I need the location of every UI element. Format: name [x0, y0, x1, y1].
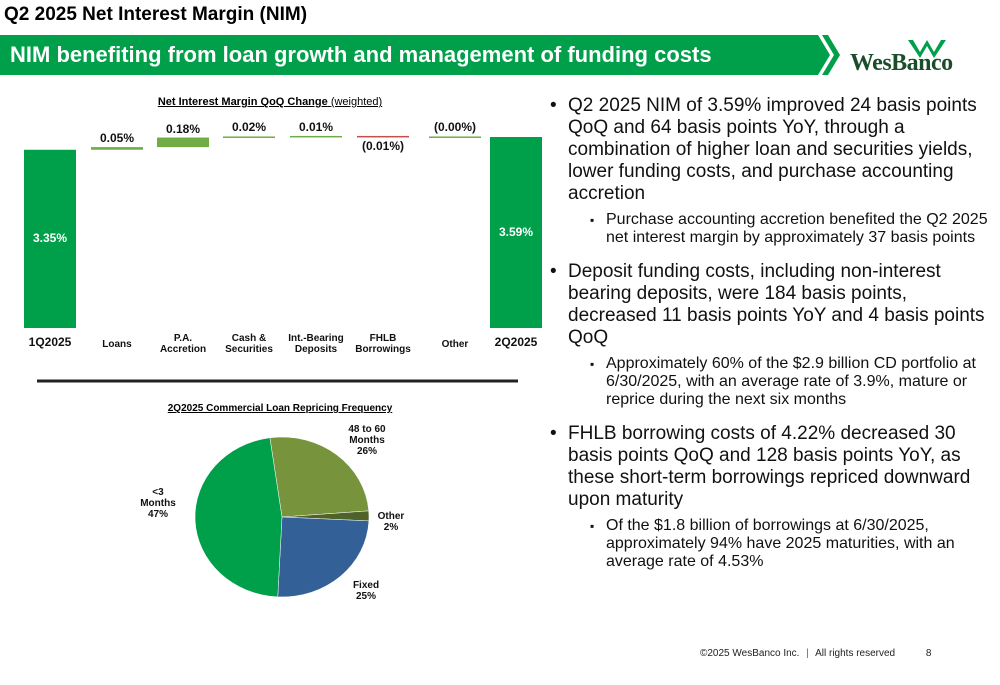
bullet: Deposit funding costs, including non-int…: [548, 261, 988, 349]
rights: All rights reserved: [815, 648, 896, 659]
slide-title: Q2 2025 Net Interest Margin (NIM): [4, 4, 308, 25]
waterfall-bar: [24, 149, 76, 328]
category-label: FHLB Borrowings: [355, 333, 411, 355]
slice-label: <3 Months 47%: [138, 487, 178, 520]
page-number: 8: [925, 648, 932, 659]
banner-bar: [0, 35, 830, 75]
slice-category: <3 Months: [140, 487, 176, 509]
waterfall-bar: [91, 147, 143, 150]
waterfall-bar: [429, 136, 481, 138]
logo-text: WesBanco: [850, 50, 953, 76]
waterfall-title: Net Interest Margin QoQ Change: [157, 96, 328, 108]
category-label: Int.-Bearing Deposits: [288, 333, 344, 355]
waterfall-title-row: Net Interest Margin QoQ Change (weighted…: [0, 96, 540, 108]
value-label: 0.01%: [298, 119, 334, 134]
sub-bullet: Purchase accounting accretion benefited …: [588, 211, 988, 247]
sub-bullet: Of the $1.8 billion of borrowings at 6/3…: [588, 517, 988, 571]
slice-category: Other: [377, 511, 405, 522]
banner-chevron: [822, 35, 840, 75]
value-label: 3.35%: [32, 230, 68, 245]
slice-value: 2%: [383, 522, 399, 533]
footer: ©2025 WesBanco Inc. | All rights reserve…: [700, 648, 931, 659]
copyright: ©2025 WesBanco Inc.: [700, 648, 800, 659]
bullet: Q2 2025 NIM of 3.59% improved 24 basis p…: [548, 95, 988, 205]
waterfall-bar: [357, 135, 409, 138]
value-label: (0.00%): [433, 120, 477, 135]
pie-slice: [269, 436, 370, 518]
category-label: Loans: [102, 339, 132, 350]
waterfall-bar: [490, 137, 542, 328]
value-label: 3.59%: [498, 224, 534, 239]
pie-slice: [194, 437, 283, 598]
slice-value: 47%: [147, 509, 168, 520]
value-label: 0.02%: [231, 120, 267, 135]
logo-mark: [908, 40, 946, 58]
sub-bullet: Approximately 60% of the $2.9 billion CD…: [588, 355, 988, 409]
pie-title: 2Q2025 Commercial Loan Repricing Frequen…: [167, 403, 393, 414]
slice-value: 26%: [356, 446, 377, 457]
category-label: P.A. Accretion: [159, 333, 207, 355]
category-label: Cash & Securities: [225, 333, 273, 355]
bullets: Q2 2025 NIM of 3.59% improved 24 basis p…: [548, 95, 988, 585]
banner-text: NIM benefiting from loan growth and mana…: [10, 42, 712, 67]
slice-category: Fixed: [352, 580, 380, 591]
separator: |: [806, 648, 809, 659]
waterfall-bar: [157, 137, 209, 148]
waterfall-bar: [290, 135, 342, 138]
slice-label: 48 to 60 Months 26%: [342, 424, 392, 457]
category-label: 2Q2025: [494, 335, 538, 349]
slice-category: 48 to 60 Months: [348, 424, 386, 446]
slice-label: Other 2%: [376, 511, 406, 533]
waterfall-bar: [223, 136, 275, 138]
waterfall-subtitle: (weighted): [330, 96, 383, 108]
bullet: FHLB borrowing costs of 4.22% decreased …: [548, 423, 988, 511]
category-label: Other: [441, 339, 469, 350]
pie-slice: [277, 516, 370, 598]
slice-label: Fixed 25%: [350, 580, 382, 602]
value-label: 0.18%: [165, 121, 201, 136]
slice-value: 25%: [355, 591, 376, 602]
value-label: 0.05%: [99, 131, 135, 146]
value-label: (0.01%): [361, 139, 405, 154]
category-label: 1Q2025: [28, 335, 72, 349]
